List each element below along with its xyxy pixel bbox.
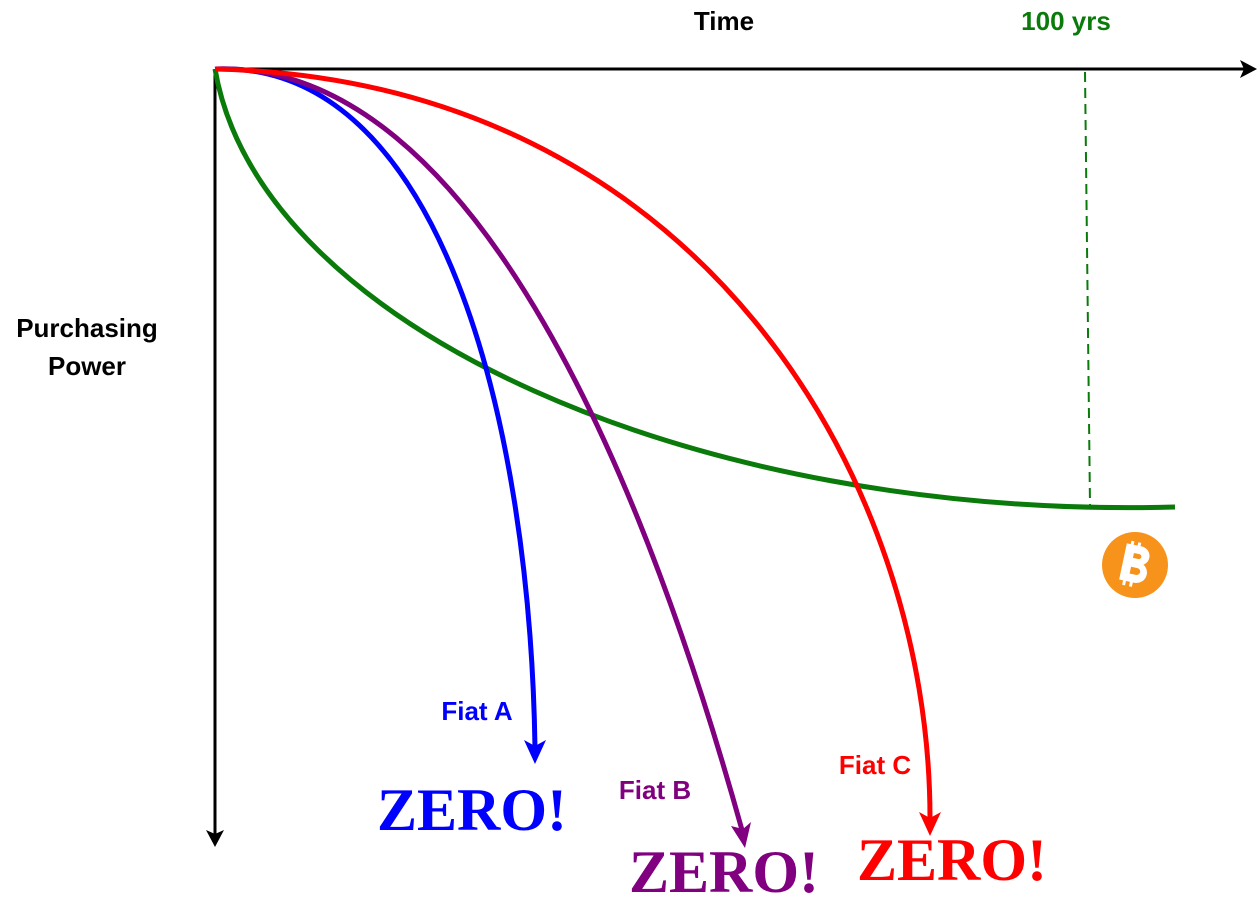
- bitcoin-icon: [1102, 532, 1168, 598]
- fiat-c-arrow: [919, 812, 941, 836]
- y-axis-label: Purchasing: [16, 313, 158, 343]
- curve-label: Fiat B: [619, 775, 691, 805]
- curve-label: Fiat C: [839, 750, 911, 780]
- bitcoin-curve: [212, 68, 1176, 511]
- curve-label: Fiat A: [441, 696, 512, 726]
- fiat-b-curve: [214, 66, 745, 831]
- x-axis-arrow: [1240, 60, 1257, 78]
- fiat-a-curve: [214, 66, 538, 749]
- fiat-b-arrow: [731, 822, 751, 848]
- result-label: ZERO!: [857, 827, 1047, 893]
- y-axis-arrow: [206, 830, 224, 847]
- marker-label: 100 yrs: [1021, 6, 1111, 36]
- marker-line: [1084, 71, 1091, 506]
- fiat-c-curve: [214, 66, 933, 819]
- x-axis-label: Time: [694, 6, 754, 36]
- result-label: ZERO!: [377, 777, 567, 843]
- fiat-a-arrow: [524, 740, 546, 764]
- result-label: ZERO!: [629, 839, 819, 905]
- y-axis-label: Power: [48, 351, 126, 381]
